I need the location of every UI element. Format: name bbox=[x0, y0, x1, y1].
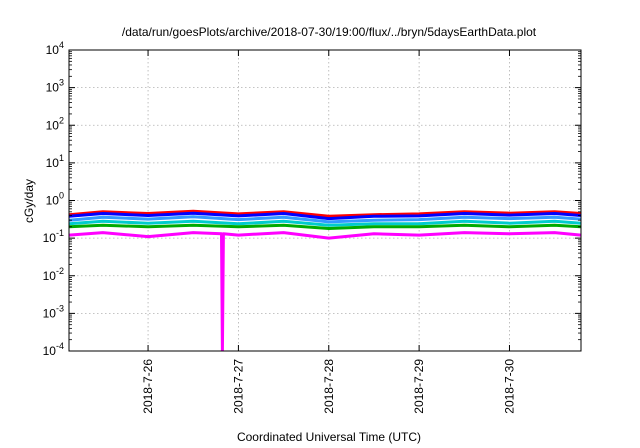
series-line bbox=[69, 219, 581, 227]
y-tick-label: 10-3 bbox=[43, 303, 64, 320]
x-ticks: 2018-7-26 2018-7-27 2018-7-28 2018-7-29 2018… bbox=[141, 50, 516, 414]
y-tick-label: 100 bbox=[46, 191, 64, 208]
x-tick-label: 2018-7-29 bbox=[412, 359, 426, 414]
y-tick-label: 102 bbox=[46, 115, 64, 132]
series-line bbox=[69, 223, 581, 230]
y-tick-label: 101 bbox=[46, 153, 64, 170]
x-axis-label: Coordinated Universal Time (UTC) bbox=[237, 430, 421, 444]
y-tick-label: 10-2 bbox=[43, 266, 64, 283]
grid bbox=[69, 50, 581, 351]
series-line bbox=[69, 215, 581, 224]
x-tick-label: 2018-7-30 bbox=[502, 359, 516, 414]
x-tick-label: 2018-7-27 bbox=[231, 359, 245, 414]
series-line bbox=[69, 231, 581, 351]
y-tick-label: 10-4 bbox=[43, 341, 64, 358]
chart-title: /data/run/goesPlots/archive/2018-07-30/1… bbox=[122, 25, 537, 39]
y-axis-label: cGy/day bbox=[22, 179, 36, 223]
x-tick-label: 2018-7-28 bbox=[322, 359, 336, 414]
series-line bbox=[69, 211, 581, 221]
y-ticks: 104 103 102 101 100 10-1 10-2 10-3 10-4 bbox=[43, 40, 581, 358]
series-line bbox=[69, 209, 581, 218]
y-tick-label: 103 bbox=[46, 78, 64, 95]
series-group bbox=[69, 209, 581, 351]
x-tick-label: 2018-7-26 bbox=[141, 359, 155, 414]
y-tick-label: 104 bbox=[46, 40, 64, 57]
y-tick-label: 10-1 bbox=[43, 228, 64, 245]
